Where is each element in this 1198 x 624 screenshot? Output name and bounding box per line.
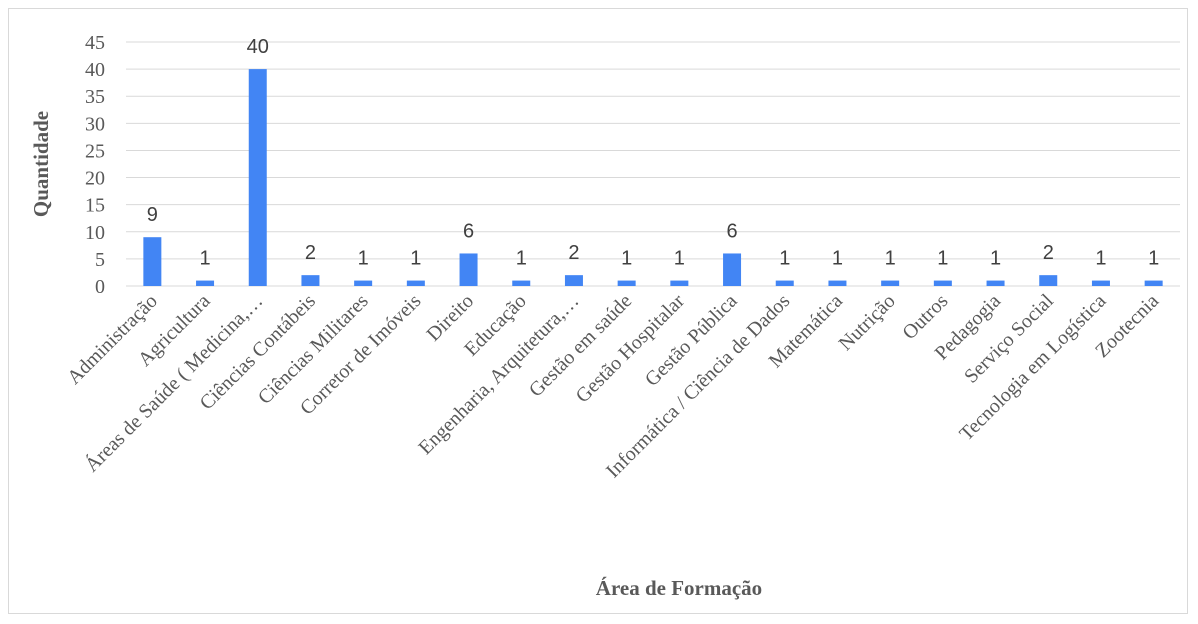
y-tick-label: 20 [85, 168, 105, 190]
data-label: 1 [199, 248, 210, 270]
data-label: 1 [990, 248, 1001, 270]
bar [564, 275, 583, 286]
data-label: 1 [1148, 248, 1159, 270]
bar [1039, 275, 1058, 286]
data-label: 6 [463, 220, 474, 242]
data-label: 2 [1043, 242, 1054, 264]
x-tick-label: Administração [63, 290, 162, 389]
y-tick-label: 45 [85, 32, 105, 54]
y-tick-labels: 0 5 10 15 20 25 30 35 40 45 [85, 32, 105, 298]
data-label: 2 [568, 242, 579, 264]
y-tick-label: 35 [85, 86, 105, 108]
bar [512, 280, 531, 286]
data-label: 1 [779, 248, 790, 270]
y-axis-title: Quantidade [29, 111, 53, 217]
y-tick-label: 25 [85, 140, 105, 162]
bar [617, 280, 636, 286]
x-tick-label: Gestão Pública [641, 290, 742, 391]
bar [670, 280, 689, 286]
data-label: 40 [247, 36, 269, 58]
x-tick-label: Nutrição [835, 290, 900, 355]
bar [196, 280, 215, 286]
chart-frame [8, 8, 1188, 614]
data-label: 1 [621, 248, 632, 270]
data-label: 9 [147, 204, 158, 226]
bar [143, 237, 162, 286]
data-label: 1 [937, 248, 948, 270]
y-tick-label: 40 [85, 59, 105, 81]
data-label: 1 [832, 248, 843, 270]
x-axis-title: Área de Formação [596, 576, 762, 600]
data-label: 1 [358, 248, 369, 270]
bar [775, 280, 794, 286]
bar [1144, 280, 1163, 286]
bar [1091, 280, 1110, 286]
data-label: 1 [1095, 248, 1106, 270]
bar [459, 253, 478, 286]
bar [248, 69, 267, 286]
data-label: 1 [516, 248, 527, 270]
bar [881, 280, 900, 286]
data-label: 2 [305, 242, 316, 264]
bar [828, 280, 847, 286]
data-label: 6 [726, 220, 737, 242]
gridlines [126, 41, 1180, 287]
bar [723, 253, 742, 286]
data-label: 1 [885, 248, 896, 270]
y-tick-label: 5 [95, 249, 105, 271]
bar [301, 275, 320, 286]
bar [933, 280, 952, 286]
y-tick-label: 0 [95, 276, 105, 298]
y-tick-label: 10 [85, 222, 105, 244]
data-label: 1 [410, 248, 421, 270]
y-tick-label: 15 [85, 195, 105, 217]
bars [143, 69, 1163, 286]
y-tick-label: 30 [85, 113, 105, 135]
bar [406, 280, 425, 286]
bar [354, 280, 373, 286]
bar [986, 280, 1005, 286]
data-label: 1 [674, 248, 685, 270]
